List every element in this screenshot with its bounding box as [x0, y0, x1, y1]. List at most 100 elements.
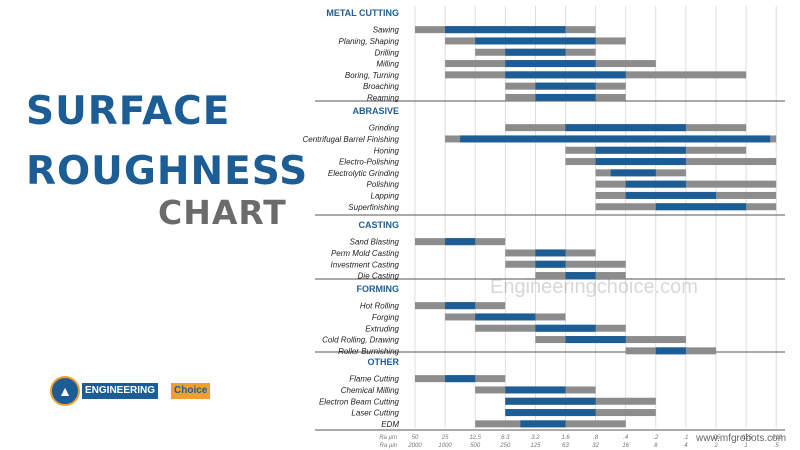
- process-label: Sand Blasting: [350, 238, 400, 247]
- process-label: Boring, Turning: [345, 71, 400, 80]
- process-label: Drilling: [375, 48, 400, 57]
- tick-label-ra-um: 3.2: [531, 435, 540, 441]
- tick-label-ra-um: 50: [412, 435, 419, 441]
- process-label: Extruding: [365, 324, 399, 333]
- tick-label-ra-um: .1: [683, 435, 688, 441]
- process-label: Planing, Shaping: [339, 37, 400, 46]
- tick-label-ra-uin: 32: [592, 443, 599, 449]
- process-label: Chemical Milling: [341, 386, 400, 395]
- tick-label-ra-um: .4: [623, 435, 629, 441]
- average-bar: [595, 158, 686, 166]
- tick-label-ra-um: .05: [712, 435, 721, 441]
- process-label: Forging: [372, 313, 400, 322]
- process-label: Laser Cutting: [351, 409, 399, 418]
- tick-label-ra-uin: 4: [684, 443, 688, 449]
- process-label: Roller Burnishing: [338, 347, 399, 356]
- tick-label-ra-um: .025: [740, 435, 752, 441]
- site-watermark: www.mfgrobots.com: [696, 433, 787, 444]
- section-heading: ABRASIVE: [352, 106, 399, 116]
- process-label: Flame Cutting: [349, 375, 399, 384]
- graduation-cap-icon: ▲: [50, 376, 80, 406]
- process-label: Broaching: [363, 82, 400, 91]
- tick-label-ra-um: .8: [593, 435, 599, 441]
- process-label: Milling: [376, 60, 399, 69]
- surface-roughness-chart: METAL CUTTING Sawing Planing, Shaping Drill…: [303, 6, 785, 449]
- average-bar: [535, 324, 596, 332]
- average-bar: [625, 191, 716, 199]
- tick-label-ra-uin: 1: [744, 443, 747, 449]
- average-bar: [505, 397, 596, 405]
- engineering-choice-logo: ▲ ENGINEERING Choice: [50, 376, 211, 406]
- average-bar: [505, 60, 596, 68]
- average-bar: [625, 180, 686, 188]
- process-label: Hot Rolling: [360, 302, 400, 311]
- tick-label-ra-uin: 63: [562, 443, 569, 449]
- process-label: Electro-Polishing: [339, 158, 400, 167]
- average-bar: [565, 336, 626, 344]
- logo-text-choice: Choice: [171, 383, 211, 399]
- average-bar: [475, 313, 536, 321]
- average-bar: [655, 347, 686, 355]
- average-bar: [595, 146, 686, 154]
- tick-label-ra-uin: 2: [713, 443, 718, 449]
- tick-label-ra-uin: 16: [622, 443, 629, 449]
- average-bar: [445, 375, 476, 383]
- average-bar: [520, 420, 566, 428]
- process-label: Reaming: [367, 93, 400, 102]
- tick-label-ra-uin: 2000: [407, 443, 422, 449]
- section-heading: FORMING: [357, 284, 400, 294]
- logo-text-engineering: ENGINEERING: [82, 383, 159, 399]
- process-label: Lapping: [371, 191, 400, 200]
- average-bar: [445, 302, 476, 310]
- average-bar: [475, 37, 596, 45]
- process-label: Superfinishing: [348, 203, 399, 212]
- tick-label-ra-uin: .5: [774, 443, 780, 449]
- tick-label-ra-um: .012: [770, 435, 782, 441]
- average-bar: [460, 135, 771, 143]
- chart-title-chart: CHART: [158, 193, 287, 232]
- average-bar: [565, 272, 596, 280]
- tick-label-ra-uin: 125: [530, 443, 541, 449]
- process-label: Honing: [374, 146, 400, 155]
- tick-label-ra-um: 6.3: [501, 435, 510, 441]
- section-heading: METAL CUTTING: [326, 8, 399, 18]
- process-label: Electron Beam Cutting: [319, 397, 400, 406]
- tick-label-ra-uin: 8: [654, 443, 658, 449]
- average-bar: [610, 169, 656, 177]
- chart-title-roughness: ROUGHNESS: [26, 149, 309, 194]
- tick-label-ra-uin: 1000: [438, 443, 452, 449]
- tick-label-ra-um: .2: [653, 435, 659, 441]
- average-bar: [535, 260, 566, 268]
- axis-label-ra-uin: Ra µin: [380, 443, 398, 449]
- process-label: Investment Casting: [331, 260, 400, 269]
- tick-label-ra-uin: 500: [470, 443, 481, 449]
- process-label: Cold Rolling, Drawing: [322, 336, 399, 345]
- process-label: Electrolytic Grinding: [328, 169, 400, 178]
- average-bar: [445, 238, 476, 246]
- chart-title-surface: SURFACE: [26, 89, 231, 134]
- average-bar: [655, 203, 747, 211]
- process-label: Sawing: [373, 26, 400, 35]
- average-bar: [535, 93, 596, 101]
- axis-label-ra-um: Ra µm: [379, 435, 397, 441]
- average-bar: [445, 26, 566, 34]
- average-bar: [505, 71, 626, 79]
- process-label: EDM: [381, 420, 399, 429]
- tick-label-ra-um: 12.5: [469, 435, 481, 441]
- process-label: Die Casting: [358, 272, 400, 281]
- process-label: Centrifugal Barrel Finishing: [303, 135, 400, 144]
- tick-label-ra-um: 25: [441, 435, 449, 441]
- section-heading: OTHER: [368, 357, 400, 367]
- process-label: Perm Mold Casting: [331, 249, 400, 258]
- section-heading: CASTING: [359, 220, 400, 230]
- watermark: Engineeringchoice.com: [490, 276, 698, 298]
- tick-label-ra-um: 1.6: [561, 435, 570, 441]
- process-label: Grinding: [369, 124, 400, 133]
- average-bar: [505, 48, 566, 56]
- tick-label-ra-uin: 250: [499, 443, 511, 449]
- average-bar: [505, 409, 596, 417]
- process-label: Polishing: [367, 180, 400, 189]
- average-bar: [535, 82, 596, 90]
- average-bar: [535, 249, 566, 257]
- average-bar: [565, 124, 686, 132]
